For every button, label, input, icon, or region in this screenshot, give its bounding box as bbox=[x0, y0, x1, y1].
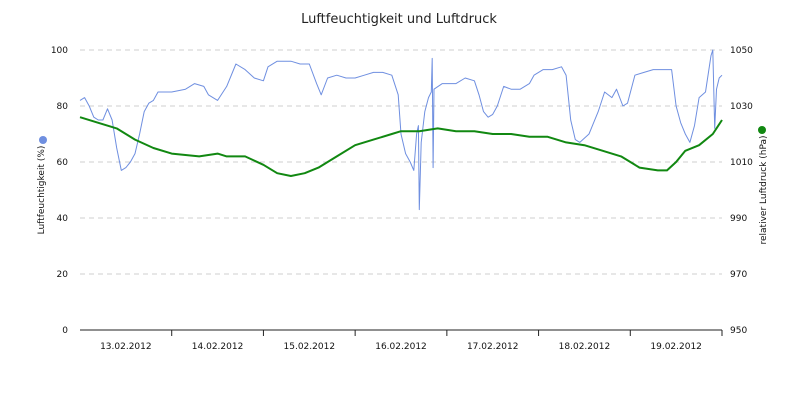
right-tick-label: 1030 bbox=[730, 102, 753, 112]
left-tick-label: 20 bbox=[57, 270, 69, 280]
series-layer bbox=[79, 49, 723, 211]
x-tick-label: 15.02.2012 bbox=[284, 342, 336, 352]
pressure-series-marker bbox=[758, 126, 766, 134]
right-tick-label: 1010 bbox=[730, 158, 753, 168]
right-tick-label: 1050 bbox=[730, 46, 753, 56]
left-tick-label: 0 bbox=[62, 326, 68, 336]
left-tick-label: 80 bbox=[57, 102, 69, 112]
left-tick-label: 40 bbox=[57, 214, 69, 224]
right-tick-label: 990 bbox=[730, 214, 747, 224]
x-tick-label: 14.02.2012 bbox=[192, 342, 244, 352]
x-axis-ticks: 13.02.2012 14.02.2012 15.02.2012 16.02.2012… bbox=[100, 330, 723, 352]
pressure-line bbox=[79, 116, 723, 177]
chart-title: Luftfeuchtigkeit und Luftdruck bbox=[301, 12, 497, 27]
right-axis-ticks: 950 970 990 1010 1030 1050 bbox=[730, 46, 753, 336]
right-tick-label: 950 bbox=[730, 326, 747, 336]
x-tick-label: 17.02.2012 bbox=[467, 342, 519, 352]
humidity-series-marker bbox=[39, 136, 47, 144]
x-tick-label: 16.02.2012 bbox=[375, 342, 427, 352]
left-axis-label: Luftfeuchtigkeit (%) bbox=[37, 146, 47, 235]
right-tick-label: 970 bbox=[730, 270, 747, 280]
right-axis-label: relativer Luftdruck (hPa) bbox=[759, 135, 769, 244]
left-tick-label: 60 bbox=[57, 158, 69, 168]
x-tick-label: 13.02.2012 bbox=[100, 342, 152, 352]
left-axis-ticks: 0 20 40 60 80 100 bbox=[51, 46, 68, 336]
grid bbox=[80, 49, 722, 275]
x-tick-label: 19.02.2012 bbox=[650, 342, 702, 352]
humidity-line bbox=[79, 49, 723, 211]
x-tick-label: 18.02.2012 bbox=[559, 342, 611, 352]
left-tick-label: 100 bbox=[51, 46, 68, 56]
